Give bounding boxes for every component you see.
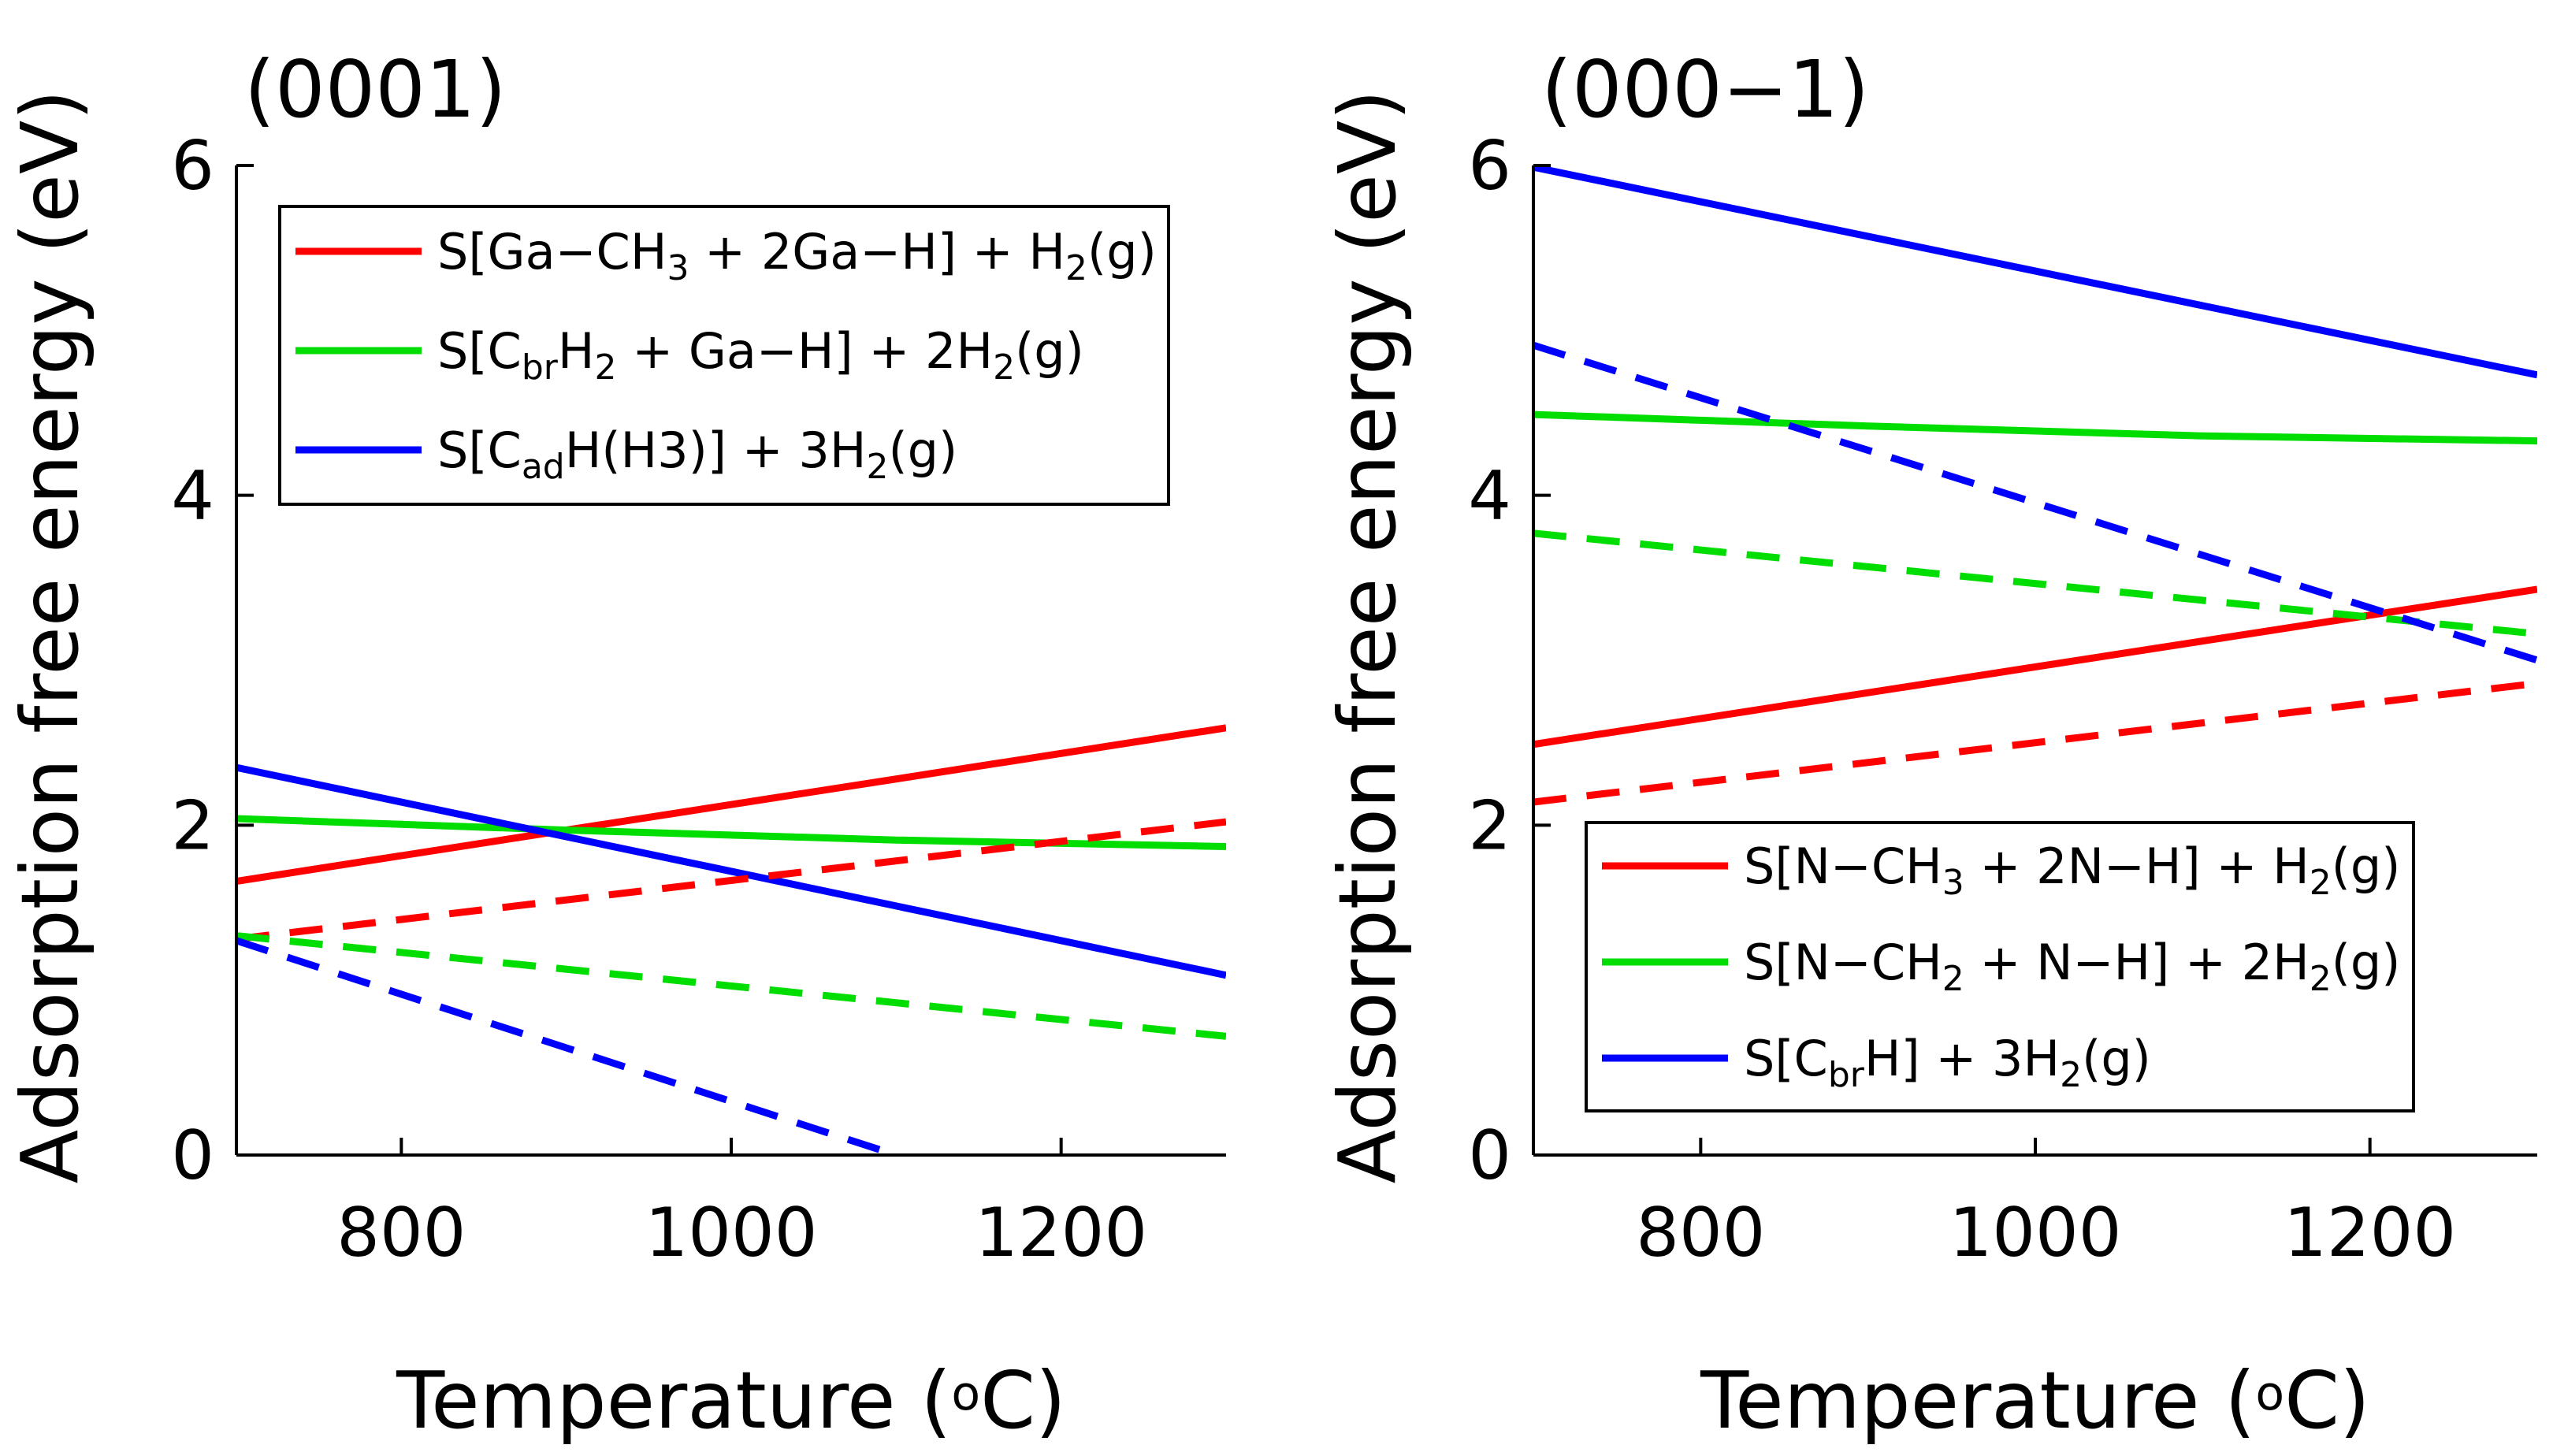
series-line-4-dashed <box>1533 679 2537 806</box>
legend-box <box>1585 821 2415 1112</box>
series-line-4-dashed <box>236 818 1226 943</box>
series-line-3-solid <box>236 763 1226 979</box>
y-tick-label: 0 <box>171 1116 214 1195</box>
series-line-6-dashed <box>236 937 897 1155</box>
x-tick-label: 1000 <box>645 1194 818 1272</box>
series-line-5-dashed <box>236 932 1226 1040</box>
x-tick-label: 1000 <box>1949 1194 2122 1272</box>
chart-title: (0001) <box>244 43 507 136</box>
x-axis-label: Temperature (oC) <box>396 1354 1066 1447</box>
x-tick-label: 1200 <box>2284 1194 2456 1272</box>
series-line-2-solid <box>236 815 1226 850</box>
chart-panel-2: (000−1) 0 2 4 6 800 1000 1200 Temperature (oC) Ad… <box>1321 43 2537 1447</box>
legend-box <box>278 205 1170 506</box>
legend-entry: S[CbrH2 + Ga−H] + 2H2(g) <box>437 322 1084 388</box>
y-axis-label: Adsorption free energy (eV) <box>4 90 96 1183</box>
y-tick-label: 2 <box>171 786 214 865</box>
y-tick-label: 0 <box>1468 1116 1511 1195</box>
x-tick-label: 800 <box>1636 1194 1765 1272</box>
y-tick-label: 6 <box>1468 127 1511 206</box>
series-line-1-solid <box>236 724 1226 885</box>
series-group <box>1533 165 2537 806</box>
x-tick-label: 800 <box>336 1194 466 1272</box>
legend-entry: S[Ga−CH3 + 2Ga−H] + H2(g) <box>437 223 1157 288</box>
series-line-5-dashed <box>1533 529 2537 637</box>
x-axis-label: Temperature (oC) <box>1700 1354 2370 1447</box>
series-line-6-dashed <box>1533 341 2537 664</box>
series-line-3-solid <box>1533 165 2537 379</box>
y-tick-label: 4 <box>171 457 214 536</box>
y-axis-label: Adsorption free energy (eV) <box>1321 90 1414 1183</box>
legend: S[N−CH3 + 2N−H] + H2(g) S[N−CH2 + N−H] + … <box>1585 821 2415 1112</box>
x-tick-label: 1200 <box>975 1194 1147 1272</box>
series-group <box>236 724 1226 1155</box>
legend-entry: S[N−CH2 + N−H] + 2H2(g) <box>1744 934 2400 999</box>
y-tick-label: 4 <box>1468 457 1511 536</box>
series-line-2-solid <box>1533 410 2537 445</box>
legend-entry: S[N−CH3 + 2N−H] + H2(g) <box>1744 838 2400 903</box>
legend-entry: S[CadH(H3)] + 3H2(g) <box>437 422 957 487</box>
legend-entry: S[CbrH] + 3H2(g) <box>1744 1030 2151 1095</box>
y-tick-label: 2 <box>1468 786 1511 865</box>
legend: S[Ga−CH3 + 2Ga−H] + H2(g) S[CbrH2 + Ga−H]… <box>278 205 1170 506</box>
series-line-1-solid <box>1533 585 2537 748</box>
chart-title: (000−1) <box>1541 43 1869 136</box>
chart-panel-1: (0001) 0 2 4 6 800 1000 1200 Temperature (oC) Ads… <box>4 43 1226 1447</box>
y-tick-label: 6 <box>171 127 214 206</box>
